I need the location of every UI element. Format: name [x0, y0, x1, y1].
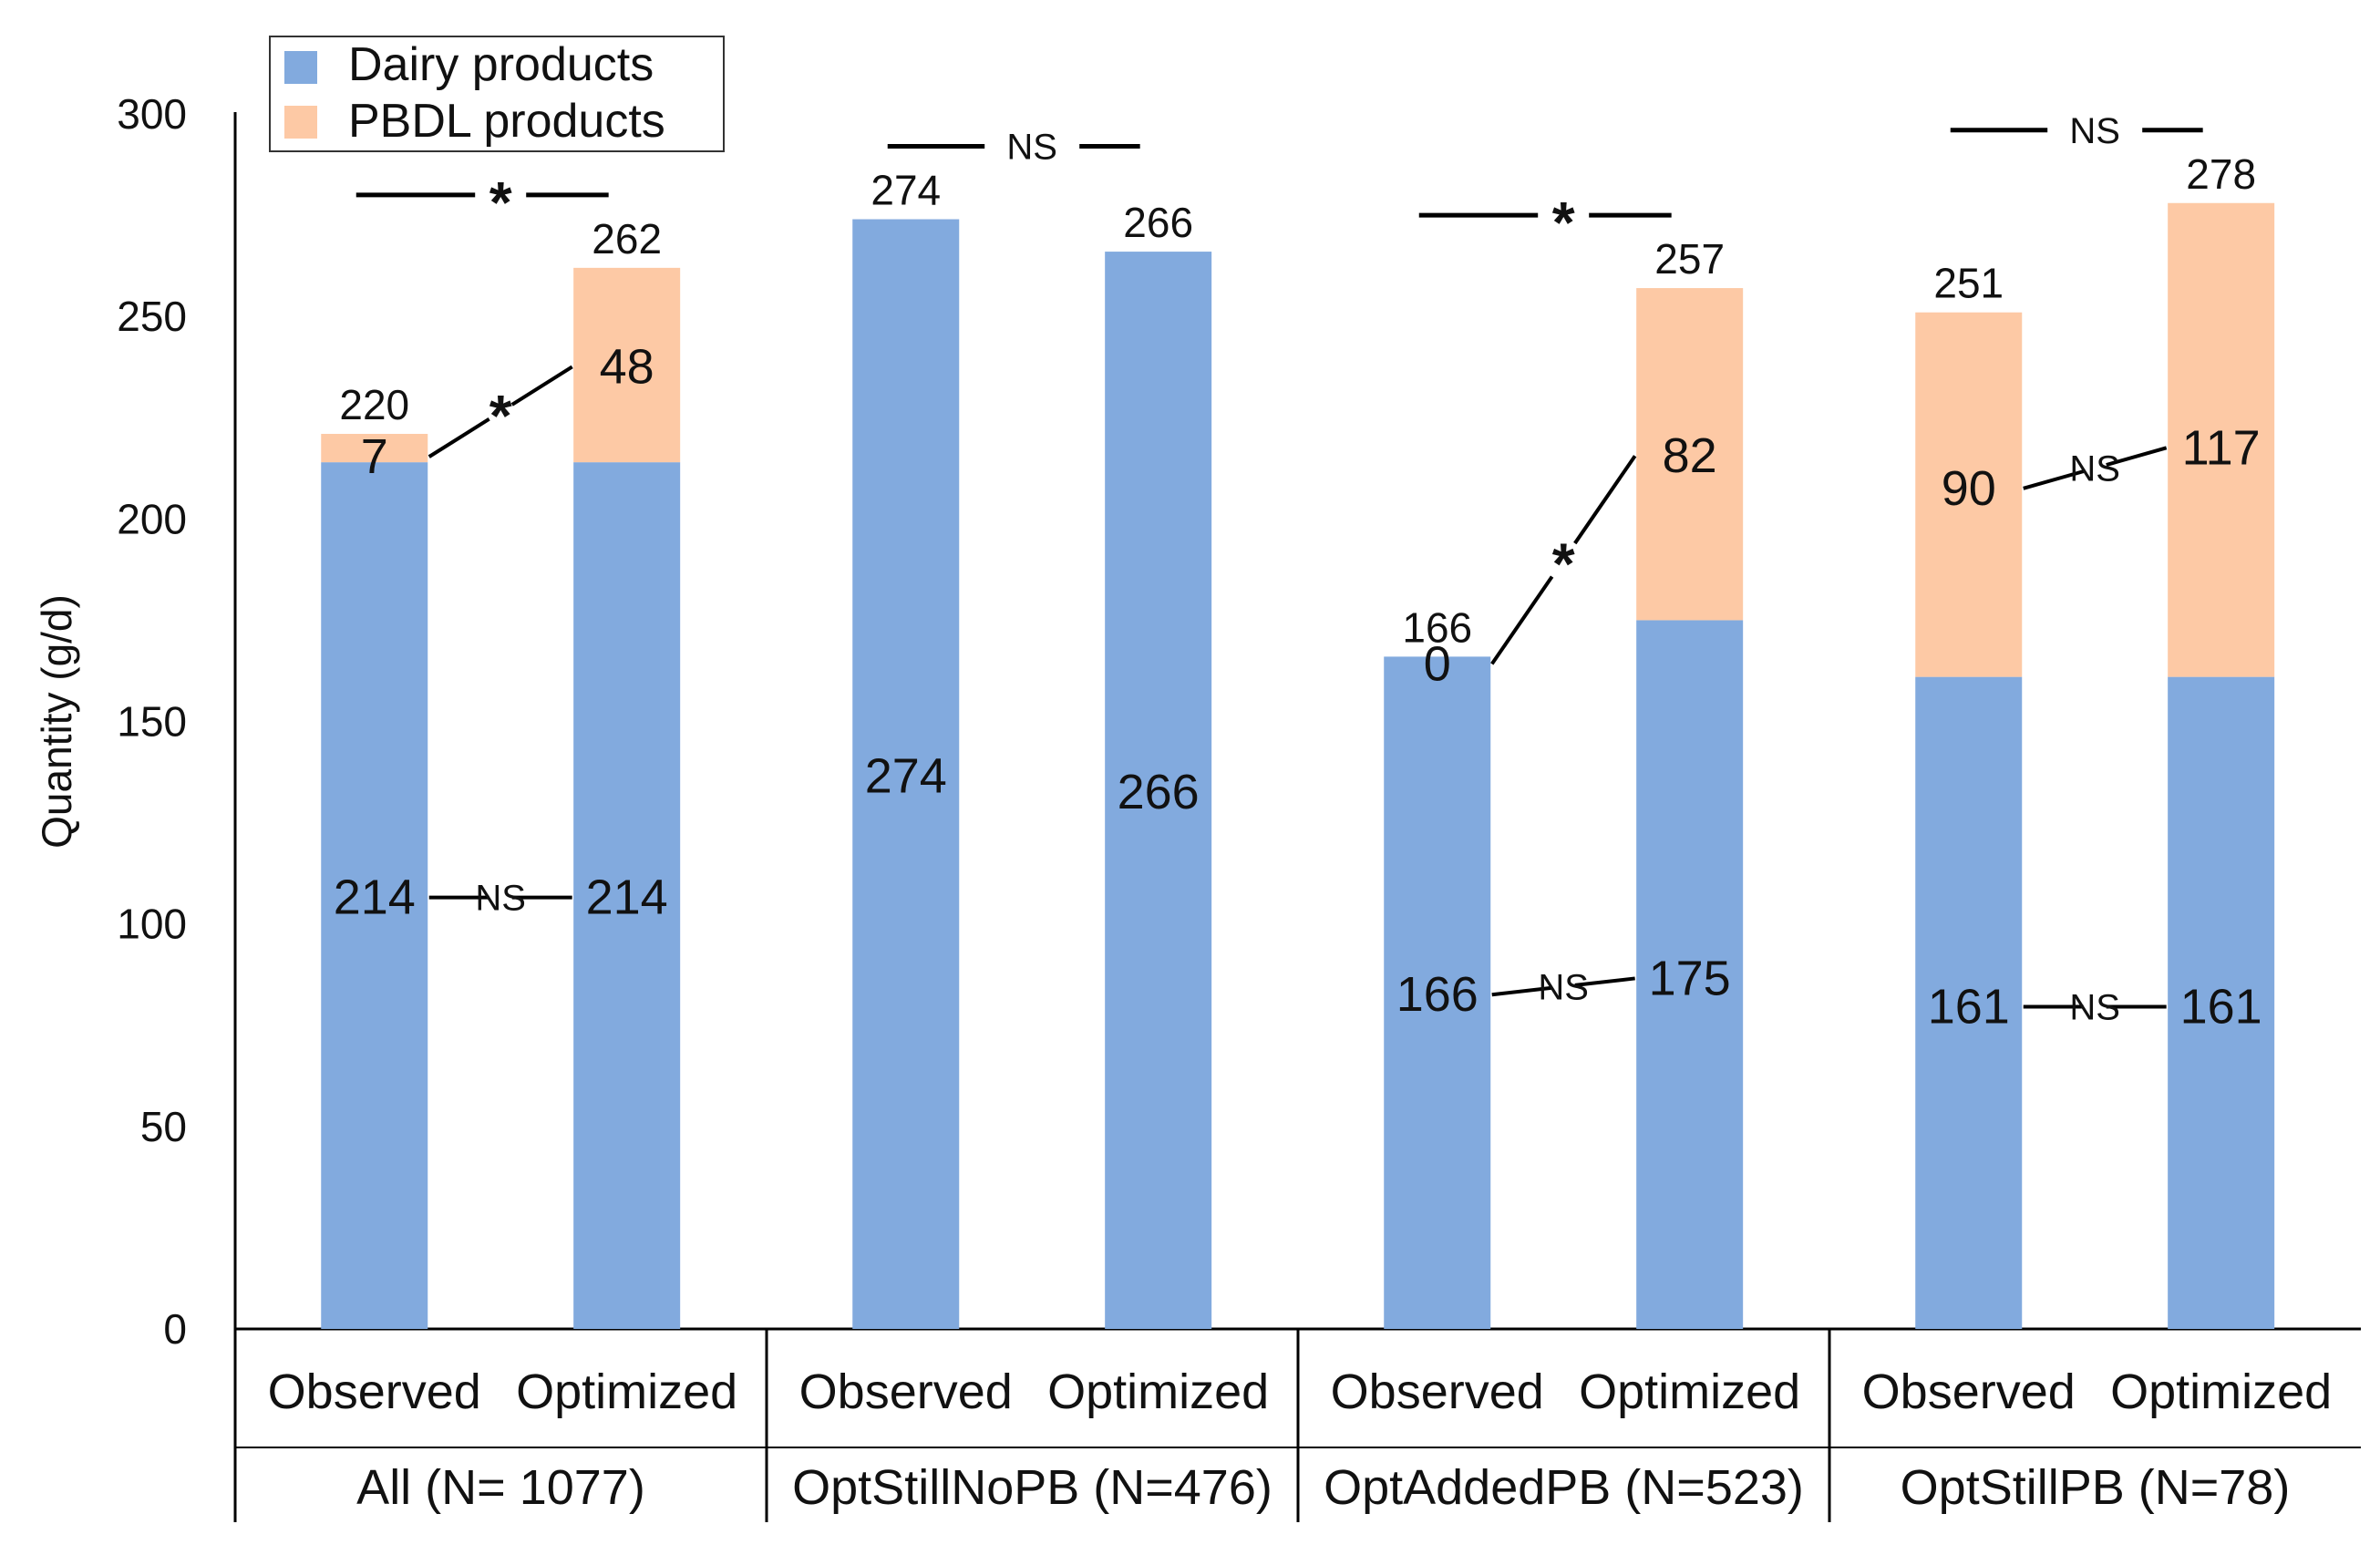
significance-connector	[2023, 469, 2085, 490]
bar-dairy	[573, 462, 681, 1329]
x-category-label: Optimized	[1047, 1364, 1269, 1419]
legend-swatch-pbdl	[284, 106, 317, 139]
significance-connector	[1574, 976, 1635, 987]
pbdl-value-label: 90	[1942, 461, 1996, 516]
significance-mark: NS	[2069, 449, 2120, 489]
bar-dairy	[852, 219, 960, 1330]
pbdl-value-label: 117	[2182, 420, 2261, 475]
significance-mark: *	[489, 383, 512, 448]
bar-dairy	[2168, 676, 2275, 1329]
bar-dairy	[321, 462, 428, 1329]
total-label: 166	[1402, 603, 1472, 651]
pbdl-value-label: 0	[1424, 636, 1451, 691]
legend-box	[269, 36, 725, 152]
dairy-value-label: 214	[586, 870, 668, 925]
bar-dairy	[1915, 676, 2023, 1329]
total-label: 274	[871, 167, 941, 214]
significance-connector	[1573, 455, 1637, 545]
dairy-value-label: 175	[1649, 951, 1731, 1005]
total-label: 257	[1654, 235, 1725, 283]
bar-pbdl	[2168, 202, 2275, 677]
dairy-value-label: 274	[865, 748, 947, 803]
significance-connector	[428, 417, 490, 458]
dairy-value-label: 161	[1928, 980, 2010, 1035]
x-group-label: All (N= 1077)	[356, 1460, 645, 1515]
total-label: 262	[592, 215, 662, 263]
y-tick-label: 250	[117, 293, 187, 340]
pbdl-value-label: 48	[600, 339, 654, 394]
significance-connector	[510, 365, 573, 407]
data-labels: Observed 220 Optimized 262 All (N= 1077) Obse…	[268, 150, 2333, 1515]
significance-mark: NS	[2069, 111, 2120, 151]
bar-pbdl	[1636, 288, 1744, 621]
bar-pbdl	[573, 267, 681, 463]
significance-markers: * * NS NS * * NS NS NS NS	[355, 111, 2203, 1028]
significance-mark: NS	[1538, 967, 1589, 1007]
total-label: 251	[1933, 260, 2004, 307]
y-tick-label: 100	[117, 901, 187, 948]
legend-label-pbdl: PBDL products	[348, 95, 665, 148]
pbdl-value-label: 7	[361, 429, 388, 484]
significance-mark: NS	[2069, 988, 2120, 1028]
pbdl-value-label: 82	[1663, 428, 1717, 483]
bars	[321, 202, 2275, 1330]
y-axis-title: Quantity (g/d)	[33, 594, 80, 849]
total-label: 220	[339, 381, 409, 428]
x-category-label: Optimized	[516, 1364, 737, 1419]
y-tick-label: 50	[140, 1103, 187, 1150]
bar-pbdl	[321, 434, 428, 463]
x-category-label: Observed	[1862, 1364, 2076, 1419]
bar-pbdl	[1915, 312, 2023, 677]
significance-connector	[1491, 985, 1552, 997]
legend-swatch-dairy	[284, 51, 317, 84]
significance-mark: *	[1552, 530, 1575, 596]
axes: 0 50 100 150 200 250 300 Quantity (g/d)	[33, 90, 2361, 1522]
x-group-label: OptStillNoPB (N=476)	[792, 1460, 1272, 1515]
legend-label-dairy: Dairy products	[348, 38, 654, 91]
total-label: 278	[2186, 150, 2256, 198]
y-tick-label: 200	[117, 495, 187, 542]
x-group-label: OptStillPB (N=78)	[1901, 1460, 2291, 1515]
dairy-value-label: 214	[334, 870, 416, 925]
total-label: 266	[1123, 199, 1193, 246]
x-category-label: Observed	[268, 1364, 481, 1419]
y-tick-label: 300	[117, 90, 187, 138]
significance-connector	[2106, 446, 2168, 467]
bar-dairy	[1105, 252, 1212, 1329]
x-category-label: Optimized	[1579, 1364, 1800, 1419]
legend: Dairy products PBDL products	[269, 36, 725, 152]
x-category-label: Optimized	[2110, 1364, 2332, 1419]
dairy-value-label: 266	[1118, 765, 1200, 819]
significance-mark: *	[489, 170, 512, 235]
x-category-label: Observed	[1331, 1364, 1544, 1419]
significance-mark: *	[1552, 190, 1575, 255]
significance-mark: NS	[1006, 128, 1057, 168]
bar-dairy	[1636, 620, 1744, 1329]
y-tick-label: 0	[163, 1305, 187, 1353]
significance-mark: NS	[475, 879, 526, 919]
significance-connector	[1490, 575, 1554, 665]
x-category-label: Observed	[799, 1364, 1013, 1419]
y-tick-label: 150	[117, 698, 187, 746]
dairy-value-label: 161	[2180, 980, 2262, 1035]
dairy-value-label: 166	[1396, 967, 1478, 1022]
bar-dairy	[1384, 656, 1491, 1329]
x-group-label: OptAddedPB (N=523)	[1324, 1460, 1804, 1515]
